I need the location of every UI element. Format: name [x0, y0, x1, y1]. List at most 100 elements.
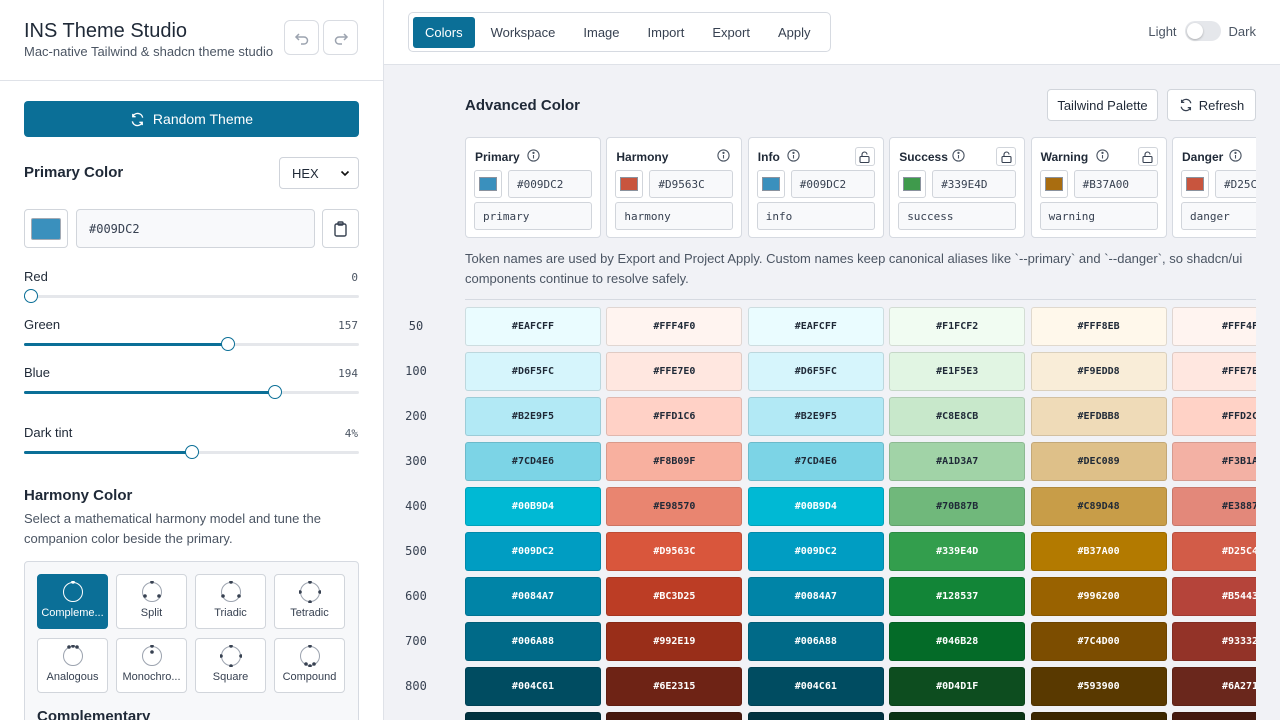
harmony-monochromatic-option[interactable]: Monochro... — [116, 638, 187, 693]
info-icon[interactable] — [1229, 149, 1242, 162]
info-swatch-button[interactable] — [756, 170, 785, 198]
info-token-input[interactable]: info — [756, 202, 875, 230]
token-scroll-area[interactable]: Primary #009DC2 primary Harmony #D9563C harmo… — [465, 137, 1256, 720]
palette-swatch[interactable]: #992E19 — [606, 622, 743, 661]
palette-swatch[interactable]: #D25C4 — [1172, 532, 1256, 571]
info-icon[interactable] — [952, 149, 965, 162]
palette-swatch[interactable]: #F1FCF2 — [889, 307, 1026, 346]
palette-swatch[interactable]: #DEC089 — [1030, 442, 1167, 481]
dark-tint-slider-thumb[interactable] — [184, 445, 199, 459]
palette-swatch[interactable]: #00313F — [747, 712, 884, 720]
harmony-swatch-button[interactable] — [615, 170, 644, 198]
info-icon[interactable] — [717, 149, 731, 162]
harmony-analogous-option[interactable]: Analogous — [37, 638, 108, 693]
palette-swatch[interactable]: #EAFCFF — [465, 307, 601, 346]
primary-token-input[interactable]: primary — [474, 202, 592, 230]
palette-swatch[interactable]: #128537 — [889, 577, 1026, 616]
palette-swatch[interactable]: #009DC2 — [747, 532, 884, 571]
harmony-hex-input[interactable]: #D9563C — [649, 170, 734, 198]
red-slider-thumb[interactable] — [23, 289, 38, 303]
palette-swatch[interactable]: #F3B1A — [1172, 442, 1256, 481]
harmony-triadic-option[interactable]: Triadic — [195, 574, 266, 629]
palette-swatch[interactable]: #7C4D00 — [1030, 622, 1167, 661]
tab-colors[interactable]: Colors — [413, 16, 475, 48]
tailwind-palette-button[interactable]: Tailwind Palette — [1047, 89, 1158, 121]
palette-swatch[interactable]: #E3887 — [1172, 487, 1256, 526]
palette-swatch[interactable]: #FFD1C6 — [606, 397, 743, 436]
palette-swatch[interactable]: #FFE7E0 — [606, 352, 743, 391]
palette-swatch[interactable]: #0084A7 — [747, 577, 884, 616]
danger-hex-input[interactable]: #D25C4 — [1215, 170, 1256, 198]
warning-hex-input[interactable]: #B37A00 — [1073, 170, 1158, 198]
palette-swatch[interactable]: #6A271 — [1172, 667, 1256, 706]
paste-button[interactable] — [322, 209, 359, 248]
palette-swatch[interactable]: #C89D48 — [1030, 487, 1167, 526]
harmony-tetradic-option[interactable]: Tetradic — [274, 574, 345, 629]
palette-swatch[interactable]: #996200 — [1030, 577, 1167, 616]
refresh-button[interactable]: Refresh — [1167, 89, 1256, 121]
info-icon[interactable] — [527, 149, 540, 162]
palette-swatch[interactable]: #7CD4E6 — [747, 442, 884, 481]
palette-swatch[interactable]: #E98570 — [606, 487, 743, 526]
tab-import[interactable]: Import — [647, 24, 685, 40]
palette-swatch[interactable]: #0D4D1F — [889, 667, 1026, 706]
green-slider-thumb[interactable] — [221, 337, 236, 351]
theme-toggle[interactable]: Light Dark — [1148, 21, 1256, 41]
warning-swatch-button[interactable] — [1039, 170, 1068, 198]
palette-swatch[interactable]: #FFF8EB — [1030, 307, 1167, 346]
palette-swatch[interactable]: #D6F5FC — [465, 352, 601, 391]
tab-image[interactable]: Image — [583, 24, 620, 40]
palette-swatch[interactable]: #009DC2 — [465, 532, 601, 571]
info-lock-button[interactable] — [854, 147, 875, 166]
dark-tint-slider[interactable] — [24, 445, 359, 459]
palette-swatch[interactable]: #00B9D4 — [747, 487, 884, 526]
info-icon[interactable] — [1095, 149, 1109, 162]
palette-swatch[interactable]: #0084A7 — [465, 577, 601, 616]
color-swatch-button[interactable] — [24, 209, 68, 248]
redo-button[interactable] — [323, 20, 358, 55]
palette-swatch[interactable]: #D9563C — [606, 532, 743, 571]
info-icon[interactable] — [787, 149, 800, 162]
tab-workspace[interactable]: Workspace — [490, 24, 556, 40]
palette-swatch[interactable]: #451A0 — [1172, 712, 1256, 720]
success-lock-button[interactable] — [996, 147, 1017, 166]
harmony-square-option[interactable]: Square — [195, 638, 266, 693]
palette-swatch[interactable]: #FFF4F0 — [606, 307, 743, 346]
format-select[interactable]: HEX — [279, 157, 359, 189]
palette-swatch[interactable]: #3B2600 — [1030, 712, 1167, 720]
danger-token-input[interactable]: danger — [1181, 202, 1256, 230]
palette-swatch[interactable]: #7CD4E6 — [465, 442, 601, 481]
warning-token-input[interactable]: warning — [1039, 202, 1158, 230]
palette-swatch[interactable]: #006A88 — [747, 622, 884, 661]
palette-swatch[interactable]: #006A88 — [465, 622, 601, 661]
palette-swatch[interactable]: #EAFCFF — [747, 307, 884, 346]
palette-swatch[interactable]: #FFD2C — [1172, 397, 1256, 436]
palette-swatch[interactable]: #E1F5E3 — [889, 352, 1026, 391]
palette-swatch[interactable]: #B5443 — [1172, 577, 1256, 616]
palette-swatch[interactable]: #339E4D — [889, 532, 1026, 571]
harmony-token-input[interactable]: harmony — [615, 202, 734, 230]
blue-slider-thumb[interactable] — [268, 385, 283, 399]
hex-input[interactable]: #009DC2 — [76, 209, 315, 248]
palette-swatch[interactable]: #593900 — [1030, 667, 1167, 706]
undo-button[interactable] — [284, 20, 319, 55]
palette-swatch[interactable]: #F8B09F — [606, 442, 743, 481]
blue-slider[interactable] — [24, 385, 359, 399]
palette-swatch[interactable]: #B2E9F5 — [747, 397, 884, 436]
red-slider[interactable] — [23, 289, 359, 303]
green-slider[interactable] — [24, 337, 359, 351]
primary-hex-input[interactable]: #009DC2 — [508, 170, 592, 198]
palette-swatch[interactable]: #47180E — [606, 712, 743, 720]
palette-swatch[interactable]: #F9EDD8 — [1030, 352, 1167, 391]
tab-apply[interactable]: Apply — [777, 24, 811, 40]
palette-swatch[interactable]: #FFF4F — [1172, 307, 1256, 346]
random-theme-button[interactable]: Random Theme — [24, 101, 359, 137]
palette-swatch[interactable]: #BC3D25 — [606, 577, 743, 616]
palette-swatch[interactable]: #C8E8CB — [889, 397, 1026, 436]
harmony-complementary-option[interactable]: Compleme... — [37, 574, 108, 629]
dark-mode-switch[interactable] — [1184, 21, 1221, 41]
danger-swatch-button[interactable] — [1181, 170, 1209, 198]
harmony-compound-option[interactable]: Compound — [274, 638, 345, 693]
palette-swatch[interactable]: #6E2315 — [606, 667, 743, 706]
success-swatch-button[interactable] — [898, 170, 927, 198]
